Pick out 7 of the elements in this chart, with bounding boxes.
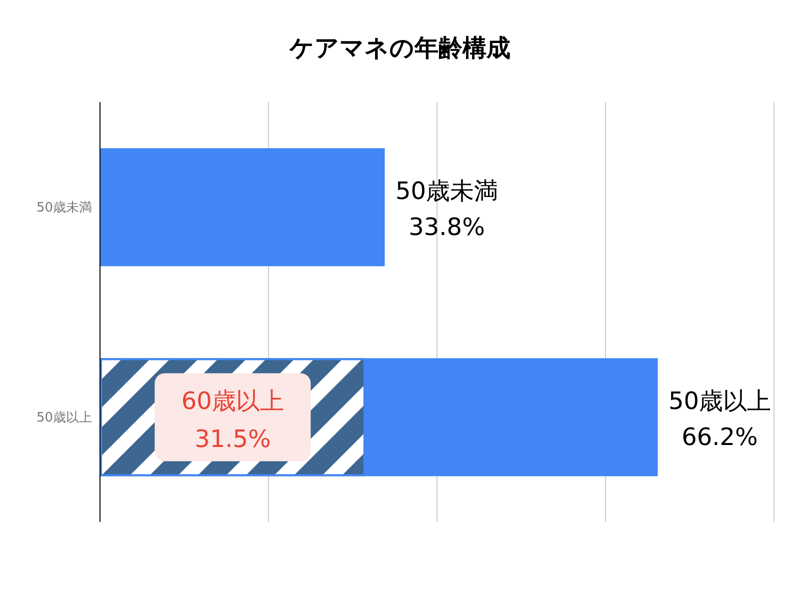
total-label: 33.8% <box>408 213 485 242</box>
chart-title: ケアマネの年齢構成 <box>288 33 512 64</box>
data-label: 31.5% <box>194 425 271 454</box>
category-label: 50歳以上 <box>668 387 772 416</box>
category-label: 50歳未満 <box>395 177 498 206</box>
total-label: 66.2% <box>682 423 758 452</box>
series-label: 60歳以上 <box>181 387 284 416</box>
